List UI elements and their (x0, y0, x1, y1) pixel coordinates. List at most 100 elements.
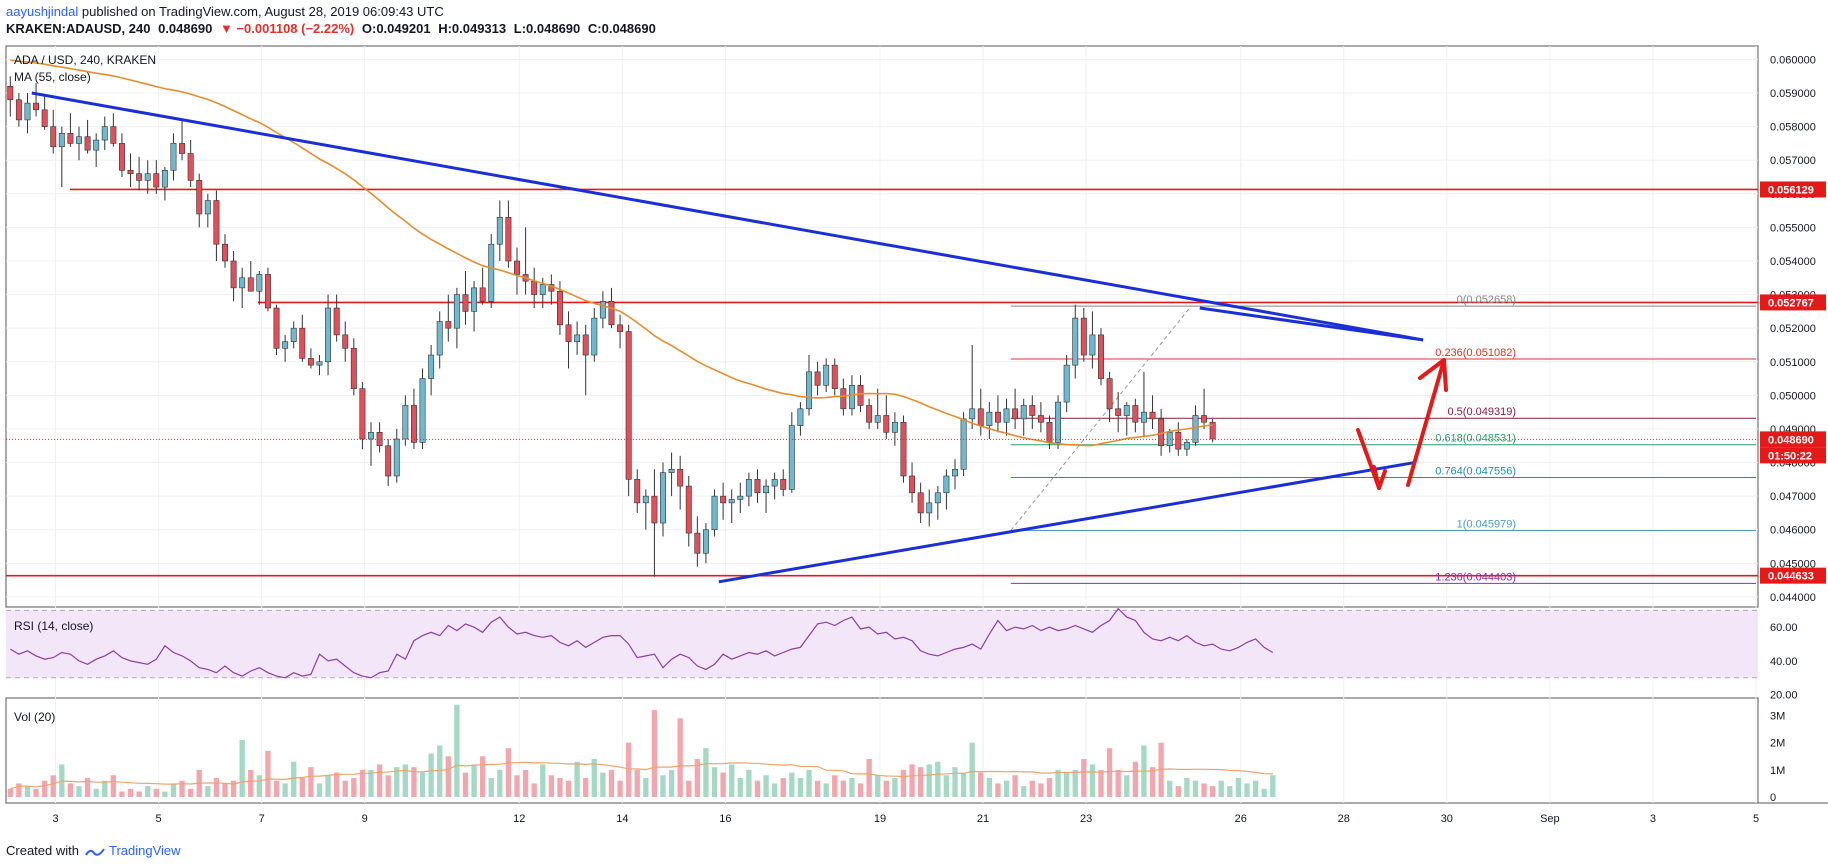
volume-bar (1244, 783, 1250, 797)
price-axis[interactable]: 0.0600000.0590000.0580000.0570000.056000… (1770, 54, 1816, 603)
candle-body (909, 475, 916, 494)
volume-bar (119, 791, 125, 797)
price-tags: 0.056129 0.052767 0.048690 01:50:22 0.044633 (1760, 181, 1826, 584)
high-value: H:0.049313 (438, 21, 507, 36)
ma-legend: MA (55, close) (14, 70, 91, 84)
volume-bar (583, 778, 589, 797)
candle-body (720, 495, 727, 504)
candle-body (1123, 405, 1130, 416)
candle-body (230, 260, 237, 289)
volume-bar (780, 778, 786, 797)
candle-body (1098, 334, 1104, 379)
candle-body (368, 432, 374, 440)
price-tag-label: 0.048690 (1768, 434, 1814, 446)
candle-body (290, 327, 297, 342)
horizontal-gridlines (6, 58, 1758, 598)
volume-bar (248, 769, 254, 797)
price-tag-box (1760, 431, 1826, 448)
volume-bar (651, 710, 658, 797)
volume-bar (84, 778, 91, 797)
candle-body (496, 217, 503, 245)
candle-body (84, 136, 91, 151)
candle-body (273, 307, 280, 349)
volume-bar (1029, 780, 1035, 797)
candle-body (264, 274, 271, 309)
candle-body (1072, 317, 1079, 366)
volume-bar (729, 764, 735, 797)
volume-bar (1089, 764, 1096, 797)
candle-body (994, 411, 1001, 423)
volume-ma-line (10, 761, 1273, 790)
candle-body (531, 280, 538, 295)
volume-bar (832, 775, 838, 797)
price-change: ▼ −0.001108 (−2.22%) (219, 21, 355, 36)
candle-body (952, 468, 958, 477)
volume-bar (677, 718, 683, 797)
volume-bar (1003, 780, 1010, 797)
volume-bar (33, 788, 39, 797)
candle-body (1029, 405, 1036, 416)
last-price: 0.048690 (158, 21, 213, 36)
volume-tick-label: 0 (1770, 792, 1776, 804)
volume-bar (419, 772, 426, 797)
symbol-quote-line: KRAKEN:ADAUSD, 240 0.048690 ▼ −0.001108 … (6, 21, 660, 37)
volume-bar (1055, 769, 1061, 797)
candle-body (1175, 432, 1182, 450)
candle-body (943, 475, 950, 494)
time-tick-label: 12 (513, 813, 525, 825)
volume-bar (840, 780, 847, 797)
time-axis[interactable]: 3 5 7 9 12 14 16 19 21 23 26 28 30 Sep 3 5 (52, 813, 1759, 825)
candle-body (307, 358, 314, 366)
candle-body (325, 307, 332, 363)
horizontal-levels[interactable] (6, 188, 1758, 577)
candle-body (179, 143, 186, 154)
volume-bar (102, 780, 108, 797)
candle-body (1115, 408, 1122, 416)
tradingview-brand-link[interactable]: TradingView (108, 843, 181, 858)
volume-bar (746, 769, 752, 797)
candle-body (428, 354, 435, 379)
volume-bar (454, 704, 460, 797)
price-tick-label: 0.058000 (1770, 122, 1816, 134)
volume-legend: Vol (20) (14, 710, 55, 724)
candle-body (1201, 415, 1208, 423)
price-tick-label: 0.051000 (1770, 357, 1816, 369)
candle-body (926, 502, 933, 514)
time-tick-label: 5 (156, 813, 162, 825)
red-arrow-annotations (1356, 358, 1448, 490)
volume-bar (1201, 783, 1207, 797)
author-link[interactable]: aayushjindal (6, 4, 79, 19)
volume-bar (445, 756, 451, 797)
candle-body (453, 294, 460, 329)
candle-body (702, 529, 709, 554)
candle-body (634, 479, 641, 504)
volume-bar (187, 788, 194, 797)
volume-bar (548, 775, 555, 797)
candle-body (617, 324, 624, 332)
volume-axis: 3M 2M 1M 0 (1770, 711, 1785, 804)
candle-body (410, 405, 417, 443)
volume-bar (522, 769, 529, 797)
candle-body (67, 133, 74, 144)
price-tag-label: 01:50:22 (1768, 450, 1812, 462)
candle-body (33, 102, 40, 111)
volume-bar (1218, 780, 1224, 797)
time-tick-label: 5 (1753, 813, 1759, 825)
candle-body (1132, 405, 1139, 423)
candle-body (745, 479, 752, 497)
candle-body (1106, 378, 1113, 410)
trendlines[interactable] (31, 91, 1424, 584)
candle-body (488, 243, 495, 302)
volume-bar (394, 767, 400, 797)
volume-bar (1081, 759, 1087, 797)
volume-bar (694, 759, 701, 797)
volume-bar (1149, 767, 1156, 797)
volume-bar (145, 786, 151, 797)
volume-bar (239, 740, 245, 797)
time-tick-label: 26 (1235, 813, 1247, 825)
price-tick-label: 0.054000 (1770, 256, 1816, 268)
candle-body (471, 287, 478, 312)
volume-bar (162, 791, 168, 797)
candle-body (170, 143, 177, 171)
